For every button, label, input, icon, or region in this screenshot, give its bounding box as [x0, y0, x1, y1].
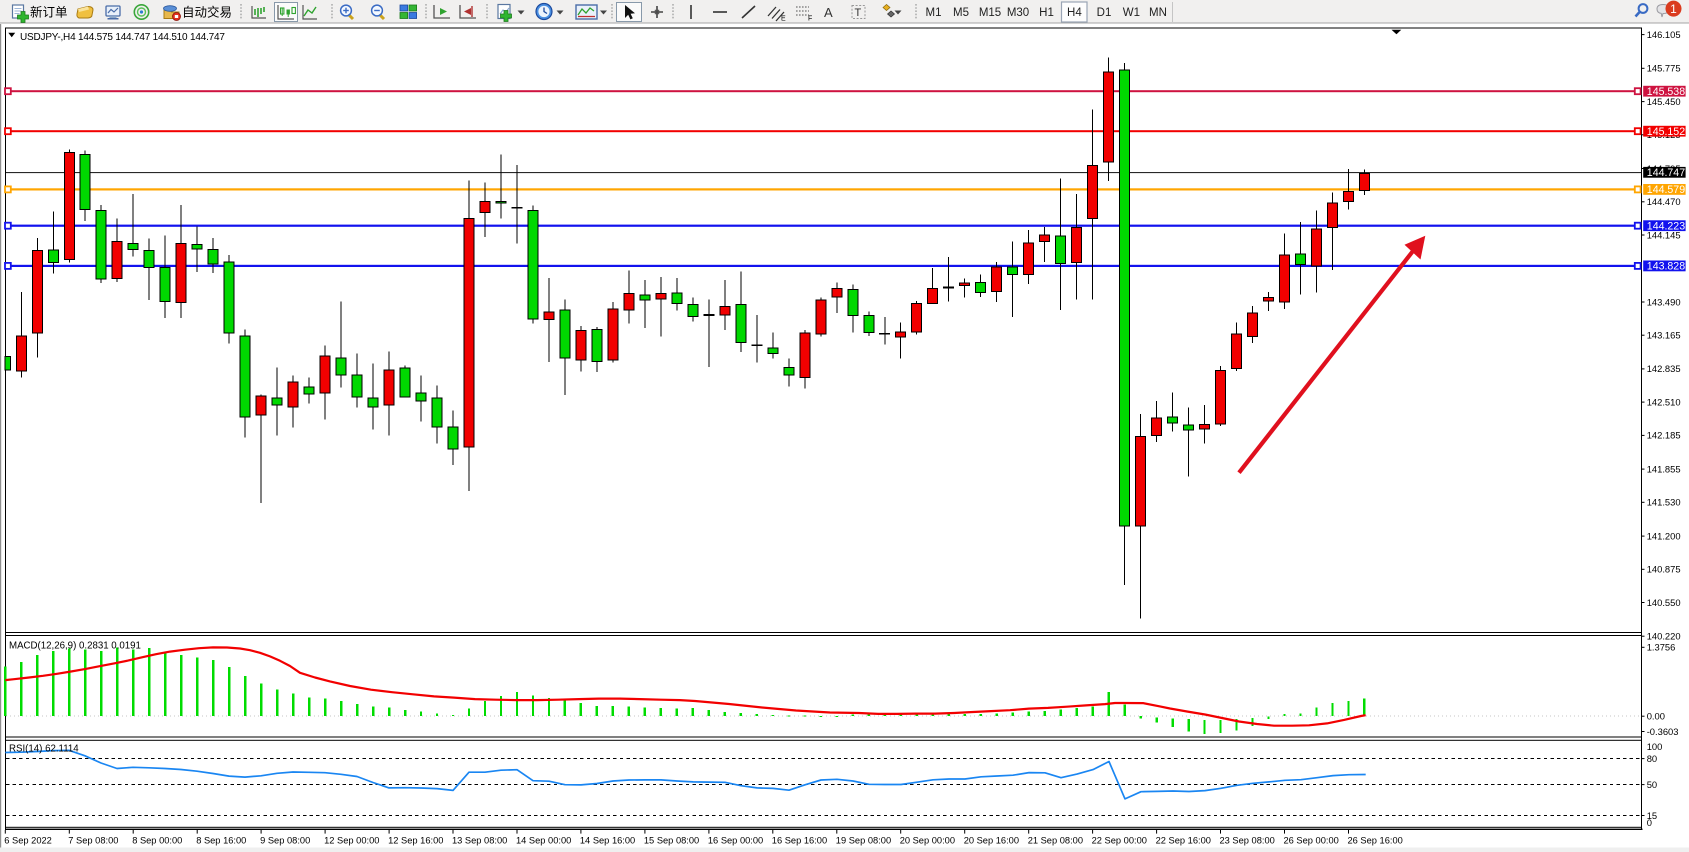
- svg-text:M5: M5: [953, 7, 969, 19]
- svg-text:22 Sep 16:00: 22 Sep 16:00: [1156, 836, 1211, 846]
- svg-text:M30: M30: [1007, 7, 1029, 19]
- svg-text:145.775: 145.775: [1647, 63, 1681, 74]
- svg-text:141.855: 141.855: [1647, 463, 1681, 474]
- svg-text:1: 1: [1670, 2, 1677, 16]
- svg-text:M1: M1: [926, 7, 942, 19]
- svg-text:142.510: 142.510: [1647, 396, 1681, 407]
- svg-text:8 Sep 16:00: 8 Sep 16:00: [196, 836, 246, 846]
- svg-text:自动交易: 自动交易: [182, 5, 232, 20]
- svg-text:14 Sep 00:00: 14 Sep 00:00: [516, 836, 571, 846]
- svg-text:140.875: 140.875: [1647, 564, 1681, 575]
- svg-text:19 Sep 08:00: 19 Sep 08:00: [836, 836, 891, 846]
- svg-text:8 Sep 00:00: 8 Sep 00:00: [132, 836, 182, 846]
- svg-text:T: T: [855, 7, 862, 19]
- svg-text:143.490: 143.490: [1647, 296, 1681, 307]
- svg-text:144.579: 144.579: [1647, 184, 1685, 196]
- svg-text:13 Sep 08:00: 13 Sep 08:00: [452, 836, 507, 846]
- svg-text:12 Sep 00:00: 12 Sep 00:00: [324, 836, 379, 846]
- svg-text:20 Sep 00:00: 20 Sep 00:00: [900, 836, 955, 846]
- svg-text:D1: D1: [1097, 7, 1112, 19]
- svg-text:21 Sep 08:00: 21 Sep 08:00: [1028, 836, 1083, 846]
- svg-text:141.200: 141.200: [1647, 530, 1681, 541]
- svg-text:16 Sep 16:00: 16 Sep 16:00: [772, 836, 827, 846]
- svg-text:100: 100: [1647, 741, 1663, 752]
- svg-text:80: 80: [1647, 753, 1657, 764]
- svg-text:16 Sep 00:00: 16 Sep 00:00: [708, 836, 763, 846]
- svg-text:142.835: 142.835: [1647, 363, 1681, 374]
- svg-text:144.747: 144.747: [1647, 167, 1685, 179]
- svg-text:E: E: [781, 16, 786, 23]
- svg-text:142.185: 142.185: [1647, 430, 1681, 441]
- svg-text:F: F: [808, 16, 812, 23]
- svg-text:22 Sep 00:00: 22 Sep 00:00: [1092, 836, 1147, 846]
- svg-text:145.538: 145.538: [1647, 86, 1685, 98]
- svg-text:M15: M15: [979, 7, 1001, 19]
- svg-text:MACD(12,26,9) 0.2831 0.0191: MACD(12,26,9) 0.2831 0.0191: [9, 641, 141, 652]
- svg-text:144.470: 144.470: [1647, 196, 1681, 207]
- svg-text:26 Sep 16:00: 26 Sep 16:00: [1348, 836, 1403, 846]
- svg-text:140.220: 140.220: [1647, 631, 1681, 642]
- svg-text:144.145: 144.145: [1647, 229, 1681, 240]
- svg-text:145.450: 145.450: [1647, 96, 1681, 107]
- svg-text:H4: H4: [1067, 7, 1082, 19]
- svg-text:0.00: 0.00: [1647, 711, 1665, 722]
- svg-text:15: 15: [1647, 810, 1657, 821]
- svg-text:143.165: 143.165: [1647, 330, 1681, 341]
- svg-text:W1: W1: [1123, 7, 1140, 19]
- svg-text:50: 50: [1647, 779, 1657, 790]
- svg-text:新订单: 新订单: [30, 5, 68, 20]
- svg-text:6 Sep 2022: 6 Sep 2022: [4, 836, 52, 846]
- svg-text:143.828: 143.828: [1647, 261, 1685, 273]
- svg-text:USDJPY-,H4 144.575 144.747 14: USDJPY-,H4 144.575 144.747 144.510 144.7…: [20, 32, 225, 43]
- svg-text:144.223: 144.223: [1647, 221, 1685, 233]
- svg-text:20 Sep 16:00: 20 Sep 16:00: [964, 836, 1019, 846]
- svg-text:9 Sep 08:00: 9 Sep 08:00: [260, 836, 310, 846]
- svg-text:MN: MN: [1149, 7, 1167, 19]
- svg-text:26 Sep 00:00: 26 Sep 00:00: [1284, 836, 1339, 846]
- svg-text:0: 0: [1647, 817, 1652, 828]
- svg-text:141.530: 141.530: [1647, 497, 1681, 508]
- svg-text:146.105: 146.105: [1647, 29, 1681, 40]
- svg-text:140.550: 140.550: [1647, 597, 1681, 608]
- svg-text:-0.3603: -0.3603: [1647, 726, 1679, 737]
- svg-text:1.3756: 1.3756: [1647, 642, 1676, 653]
- svg-text:145.152: 145.152: [1647, 126, 1685, 138]
- svg-text:14 Sep 16:00: 14 Sep 16:00: [580, 836, 635, 846]
- svg-text:15 Sep 08:00: 15 Sep 08:00: [644, 836, 699, 846]
- svg-text:12 Sep 16:00: 12 Sep 16:00: [388, 836, 443, 846]
- svg-text:23 Sep 08:00: 23 Sep 08:00: [1220, 836, 1275, 846]
- svg-text:RSI(14) 62.1114: RSI(14) 62.1114: [9, 744, 79, 755]
- svg-text:A: A: [824, 5, 833, 20]
- svg-text:H1: H1: [1039, 7, 1054, 19]
- svg-text:7 Sep 08:00: 7 Sep 08:00: [68, 836, 118, 846]
